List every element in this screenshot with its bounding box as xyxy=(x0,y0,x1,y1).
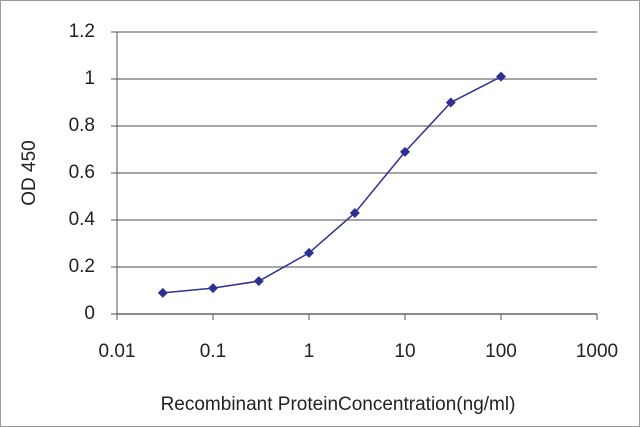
y-tick-label: 0 xyxy=(84,303,95,324)
marker xyxy=(400,146,410,157)
marker xyxy=(208,283,218,294)
y-tick-label: 0.6 xyxy=(69,162,95,183)
line xyxy=(162,75,502,294)
x-axis-label: Recombinant ProteinConcentration(ng/ml) xyxy=(161,394,516,415)
x-tick-label: 0.1 xyxy=(200,341,226,362)
x-tick-label: 1000 xyxy=(576,341,618,362)
x-tick-label: 100 xyxy=(485,341,517,362)
marker xyxy=(253,276,264,287)
marker xyxy=(157,287,168,298)
marker xyxy=(496,71,506,82)
x-tick-label: 10 xyxy=(394,341,415,362)
y-tick-label: 1 xyxy=(84,68,95,89)
y-tick-label: 1.2 xyxy=(69,21,95,42)
marker xyxy=(445,97,456,108)
y-tick-label: 0.8 xyxy=(69,115,95,136)
y-axis-label: OD 450 xyxy=(19,140,40,205)
y-tick-label: 0.2 xyxy=(69,256,95,277)
y-tick-label: 0.4 xyxy=(69,209,96,230)
x-tick-label: 1 xyxy=(304,341,315,362)
x-tick-label: 0.01 xyxy=(99,341,136,362)
marker xyxy=(304,247,314,258)
marker xyxy=(349,207,360,218)
